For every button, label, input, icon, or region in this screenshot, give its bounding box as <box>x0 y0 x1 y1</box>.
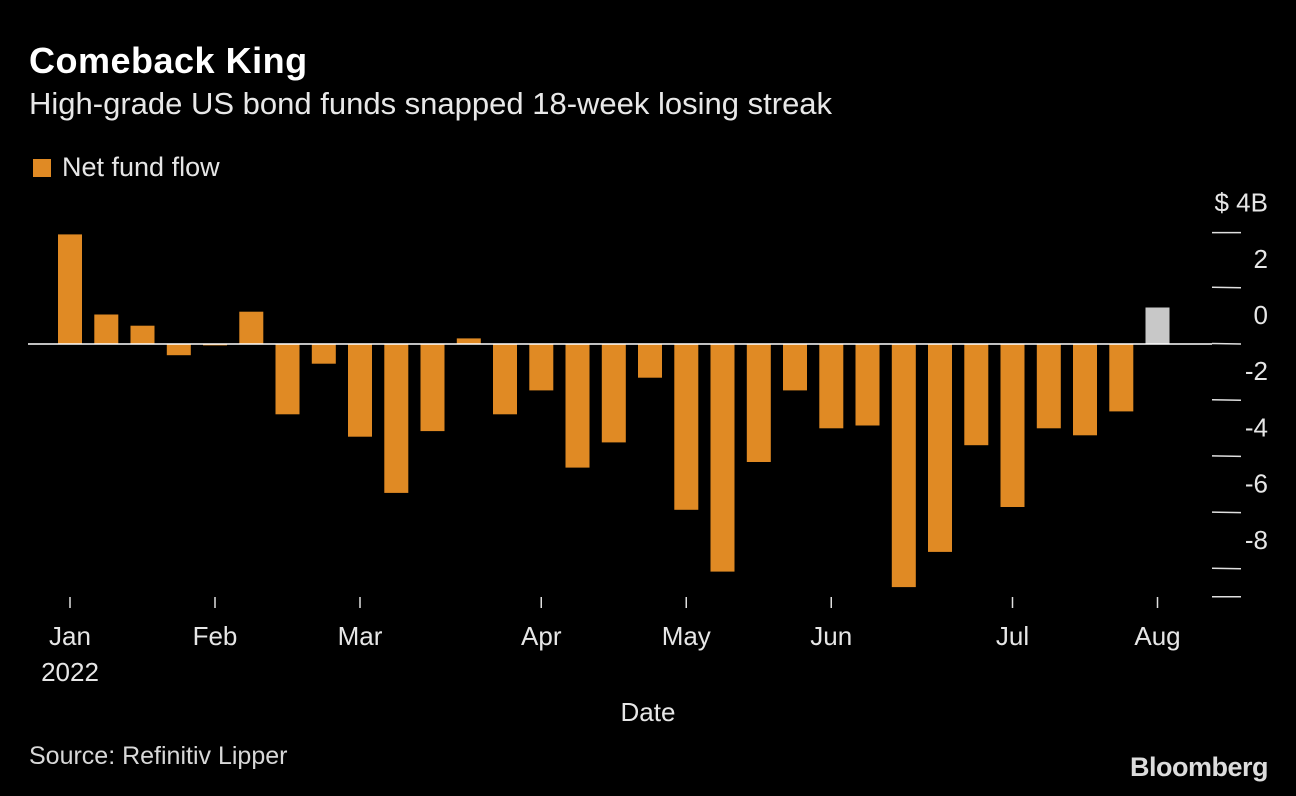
y-tick-label-5: -6 <box>1245 469 1268 499</box>
x-tick-label-5: Jun <box>810 621 852 651</box>
bar-week-21 <box>819 344 844 429</box>
x-tick-label-3: Apr <box>521 621 562 651</box>
x-year-label: 2022 <box>41 657 99 687</box>
bloomberg-logo: Bloomberg <box>1129 752 1269 782</box>
bar-week-14 <box>565 344 590 468</box>
y-tick-mark-3 <box>1211 398 1242 401</box>
bar-week-18 <box>710 344 735 572</box>
bar-week-5 <box>239 311 264 344</box>
bar-week-11 <box>456 338 481 344</box>
bar-week-12 <box>493 344 517 415</box>
x-tick-label-6: Jul <box>996 621 1029 651</box>
x-tick-label-1: Feb <box>193 621 238 651</box>
bar-week-2 <box>130 325 155 344</box>
x-tick-label-2: Mar <box>338 621 383 651</box>
bar-week-20 <box>783 344 807 391</box>
bar-week-19 <box>746 344 771 462</box>
bar-week-9 <box>384 344 409 493</box>
y-tick-label-4: -4 <box>1245 412 1268 442</box>
y-tick-mark-6 <box>1211 567 1242 570</box>
legend-label: Net fund flow <box>62 152 220 182</box>
x-tick-label-4: May <box>662 621 711 651</box>
legend: Net fund flow <box>33 152 220 183</box>
x-tick-label-7: Aug <box>1134 621 1180 651</box>
y-tick-label-6: -8 <box>1245 525 1268 555</box>
y-tick-mark-4 <box>1211 455 1242 458</box>
x-axis-title: Date <box>621 697 676 727</box>
source-note: Source: Refinitiv Lipper <box>29 742 288 770</box>
bar-week-17 <box>674 344 699 510</box>
bar-week-29 <box>1109 344 1134 412</box>
y-tick-mark-5 <box>1211 511 1242 514</box>
bar-week-26 <box>1000 344 1025 507</box>
x-tick-label-0: Jan <box>49 621 91 651</box>
bar-week-0 <box>58 234 82 344</box>
bar-week-10 <box>420 344 445 432</box>
bar-week-1 <box>94 314 119 344</box>
y-tick-label-1: 2 <box>1254 244 1268 274</box>
y-tick-mark-1 <box>1211 286 1242 289</box>
bar-week-3 <box>166 344 191 356</box>
y-tick-label-2: 0 <box>1254 300 1268 330</box>
bar-week-25 <box>964 344 989 446</box>
y-tick-mark-2 <box>1211 342 1242 345</box>
bar-week-24 <box>928 344 952 552</box>
bar-week-13 <box>529 344 554 391</box>
bar-week-7 <box>311 344 336 364</box>
bar-week-23 <box>891 344 916 588</box>
chart-subtitle: High-grade US bond funds snapped 18-week… <box>29 86 833 121</box>
y-tick-label-0: $ 4B <box>1215 188 1269 218</box>
y-tick-label-3: -2 <box>1245 356 1268 386</box>
bar-week-28 <box>1073 344 1097 436</box>
chart-title: Comeback King <box>29 40 308 81</box>
bar-week-8 <box>348 344 372 437</box>
bar-week-27 <box>1036 344 1061 429</box>
bar-week-15 <box>601 344 626 443</box>
bar-week-6 <box>275 344 300 415</box>
bar-week-22 <box>855 344 880 426</box>
bar-week-30 <box>1145 307 1170 344</box>
legend-swatch <box>33 158 51 177</box>
bar-week-16 <box>638 344 662 378</box>
